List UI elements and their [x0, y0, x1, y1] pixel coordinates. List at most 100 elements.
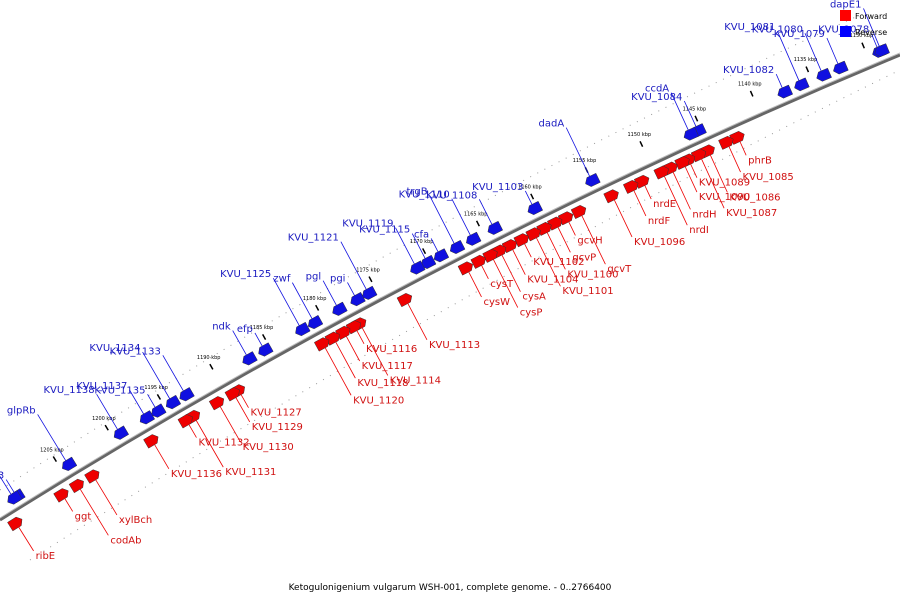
reverse-gene-label-kvu-1121[interactable]: KVU_1121 — [288, 233, 339, 244]
forward-gene-kvu-1130[interactable] — [208, 396, 225, 411]
forward-gene-label-kvu-1096[interactable]: KVU_1096 — [634, 237, 685, 248]
reverse-gene-label-ndk[interactable]: ndk — [212, 322, 231, 333]
reverse-gene-label-kvu-1110[interactable]: KVU_1110 — [399, 190, 450, 201]
forward-gene-label-kvu-1132[interactable]: KVU_1132 — [198, 438, 249, 449]
reverse-gene-label-pgi[interactable]: pgi — [330, 273, 345, 284]
reverse-gene-kvu-1080[interactable] — [816, 67, 832, 82]
forward-gene-label-cysw[interactable]: cysW — [483, 297, 510, 308]
reverse-gene-kvu-1103[interactable] — [527, 200, 544, 215]
forward-gene-nrdf[interactable] — [622, 180, 639, 194]
forward-gene-label-kvu-1136[interactable]: KVU_1136 — [171, 469, 222, 480]
reverse-gene-label-kvu-1133[interactable]: KVU_1133 — [110, 346, 161, 357]
forward-gene-phrb[interactable] — [729, 131, 745, 145]
reverse-gene-label-pgl[interactable]: pgl — [306, 272, 321, 283]
forward-gene-label-kvu-1131[interactable]: KVU_1131 — [225, 467, 276, 478]
reverse-gene-label-kvu-1119[interactable]: KVU_1119 — [342, 219, 393, 230]
forward-gene-label-kvu-1127[interactable]: KVU_1127 — [251, 408, 302, 419]
reverse-gene-kvu-1134[interactable] — [165, 394, 182, 410]
reverse-gene-kvu-1108[interactable] — [487, 220, 504, 235]
reverse-gene-label-kvu-1143[interactable]: KVU_1143 — [0, 471, 4, 482]
forward-gene-label-kvu-1129[interactable]: KVU_1129 — [252, 422, 303, 433]
reverse-gene-kvu-1079[interactable] — [833, 60, 849, 75]
reverse-gene-kvu-1138[interactable] — [113, 425, 130, 440]
reverse-gene-kvu-1137[interactable] — [139, 410, 156, 425]
forward-gene-label-kvu-1130[interactable]: KVU_1130 — [243, 442, 294, 453]
forward-gene-label-kvu-1117[interactable]: KVU_1117 — [362, 361, 413, 372]
forward-gene-kvu-1090[interactable] — [674, 156, 690, 170]
forward-gene-label-gcvh[interactable]: gcvH — [577, 235, 602, 246]
forward-gene-cyst[interactable] — [470, 254, 486, 269]
forward-gene-label-kvu-1114[interactable]: KVU_1114 — [390, 375, 441, 386]
forward-gene-label-kvu-1101[interactable]: KVU_1101 — [562, 286, 613, 297]
forward-gene-label-kvu-1100[interactable]: KVU_1100 — [567, 269, 618, 280]
forward-gene-ribe[interactable] — [7, 516, 23, 532]
forward-gene-label-ggt[interactable]: ggt — [75, 511, 92, 522]
forward-gene-label-cysp[interactable]: cysP — [520, 308, 543, 319]
reverse-gene-glprb[interactable] — [62, 456, 78, 471]
reverse-gene-label-kvu-1137[interactable]: KVU_1137 — [76, 381, 127, 392]
forward-gene-label-kvu-1102[interactable]: KVU_1102 — [533, 257, 584, 268]
reverse-gene-kvu-1121[interactable] — [362, 285, 378, 300]
forward-gene-label-nrdf[interactable]: nrdF — [648, 216, 671, 227]
reverse-gene-label-kvu-1084[interactable]: KVU_1084 — [631, 92, 682, 103]
forward-gene-label-cyst[interactable]: cysT — [490, 279, 514, 290]
reverse-gene-label-kvu-1134[interactable]: KVU_1134 — [89, 343, 140, 354]
reverse-gene-label-kvu-1103[interactable]: KVU_1103 — [472, 182, 523, 193]
forward-gene-label-kvu-1113[interactable]: KVU_1113 — [429, 340, 480, 351]
forward-gene-label-kvu-1116[interactable]: KVU_1116 — [366, 344, 417, 355]
forward-gene-ggt[interactable] — [53, 488, 69, 503]
forward-gene-kvu-1136[interactable] — [143, 434, 159, 449]
reverse-gene-kvu-1133[interactable] — [179, 387, 195, 402]
forward-gene-cysp[interactable] — [482, 248, 498, 263]
forward-gene-kvu-1129[interactable] — [224, 387, 240, 402]
forward-gene-label-kvu-1118[interactable]: KVU_1118 — [357, 378, 408, 389]
reverse-gene-label-kvu-1125[interactable]: KVU_1125 — [220, 269, 271, 280]
forward-gene-kvu-1085[interactable] — [718, 135, 734, 150]
reverse-gene-label-glprb[interactable]: glpRb — [7, 405, 36, 416]
reverse-gene-label-kvu-1082[interactable]: KVU_1082 — [723, 65, 774, 76]
forward-gene-label-kvu-1085[interactable]: KVU_1085 — [743, 172, 794, 183]
forward-gene-label-kvu-1086[interactable]: KVU_1086 — [729, 192, 780, 203]
reverse-gene-kvu-1119[interactable] — [410, 260, 426, 275]
forward-gene-label-kvu-1090[interactable]: KVU_1090 — [699, 192, 750, 203]
forward-gene-label-kvu-1087[interactable]: KVU_1087 — [726, 208, 777, 219]
reverse-gene-kvu-1082[interactable] — [777, 84, 794, 99]
reverse-gene-label-efp[interactable]: efp — [237, 324, 253, 335]
reverse-gene-label-kvu-1135[interactable]: KVU_1135 — [94, 385, 145, 396]
reverse-gene-kvu-1135[interactable] — [151, 403, 167, 418]
reverse-gene-ndk[interactable] — [242, 351, 258, 366]
reverse-gene-trgb[interactable] — [449, 239, 466, 254]
forward-gene-label-kvu-1104[interactable]: KVU_1104 — [527, 275, 578, 286]
reverse-gene-kvu-1125[interactable] — [295, 321, 311, 337]
reverse-gene-kvu-1144[interactable] — [7, 490, 23, 505]
forward-gene-label-phrb[interactable]: phrB — [748, 155, 772, 166]
forward-gene-cysw[interactable] — [457, 261, 473, 276]
forward-gene-kvu-1113[interactable] — [396, 293, 413, 308]
forward-gene-kvu-1087[interactable] — [690, 148, 707, 163]
forward-gene-label-gcvp[interactable]: gcvP — [572, 252, 596, 263]
reverse-gene-kvu-1081[interactable] — [794, 77, 810, 92]
forward-gene-label-kvu-1089[interactable]: KVU_1089 — [699, 178, 750, 189]
reverse-gene-label-kvu-1115[interactable]: KVU_1115 — [359, 225, 410, 236]
reverse-gene-label-dada[interactable]: dadA — [539, 119, 565, 130]
forward-gene-xylbch[interactable] — [84, 469, 100, 484]
forward-gene-label-kvu-1120[interactable]: KVU_1120 — [353, 395, 404, 406]
reverse-gene-label-cfa[interactable]: cfa — [414, 229, 429, 240]
forward-gene-label-ribe[interactable]: ribE — [36, 551, 56, 562]
reverse-gene-label-kvu-1108[interactable]: KVU_1108 — [426, 190, 477, 201]
forward-gene-kvu-1102[interactable] — [513, 233, 529, 248]
forward-gene-nrdi[interactable] — [653, 165, 669, 180]
reverse-gene-label-kvu-1080[interactable]: KVU_1080 — [752, 24, 803, 35]
forward-gene-label-nrdh[interactable]: nrdH — [692, 209, 716, 220]
forward-gene-label-cysa[interactable]: cysA — [522, 292, 546, 303]
reverse-gene-zwf[interactable] — [307, 314, 324, 330]
forward-gene-kvu-1101[interactable] — [525, 227, 541, 242]
reverse-gene-label-kvu-1138[interactable]: KVU_1138 — [43, 385, 94, 396]
reverse-gene-label-ccda[interactable]: ccdA — [645, 84, 669, 95]
reverse-gene-label-kvu-1081[interactable]: KVU_1081 — [724, 22, 775, 33]
forward-gene-kvu-1096[interactable] — [603, 189, 619, 204]
reverse-gene-efp[interactable] — [258, 342, 274, 357]
forward-gene-kvu-1132[interactable] — [177, 414, 193, 429]
forward-gene-label-nrdi[interactable]: nrdI — [689, 225, 709, 236]
forward-gene-gcvt[interactable] — [570, 205, 587, 220]
